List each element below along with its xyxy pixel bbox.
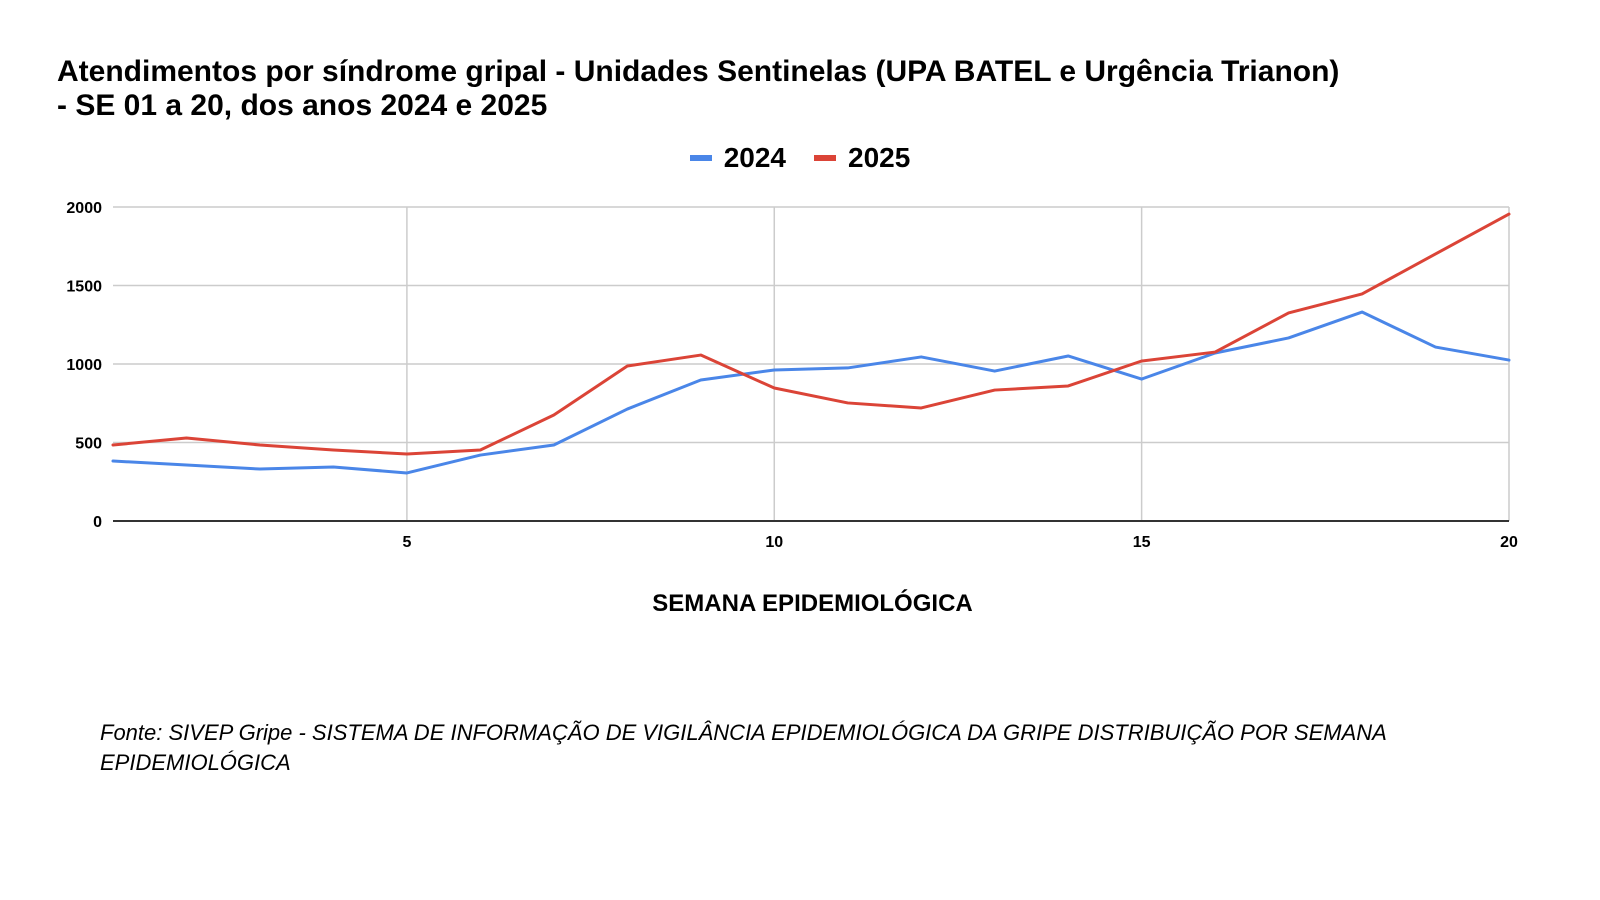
legend: 2024 2025 <box>0 142 1600 174</box>
chart-title-line-2: - SE 01 a 20, dos anos 2024 e 2025 <box>57 89 548 122</box>
series-line-2024 <box>111 310 1511 475</box>
legend-swatch-2024 <box>689 155 712 161</box>
series-lines <box>111 212 1511 475</box>
chart-title: Atendimentos por síndrome gripal - Unida… <box>57 55 1537 123</box>
x-tick-label-10: 10 <box>765 534 783 551</box>
x-tick-label-5: 5 <box>402 534 411 551</box>
grid <box>113 206 1510 521</box>
y-tick-label-500: 500 <box>75 436 102 453</box>
y-tick-label-2000: 2000 <box>66 200 102 217</box>
x-tick-label-20: 20 <box>1500 534 1518 551</box>
chart-title-line-1: Atendimentos por síndrome gripal - Unida… <box>57 55 1340 88</box>
x-tick-label-15: 15 <box>1133 534 1151 551</box>
y-tick-label-0: 0 <box>93 514 102 531</box>
legend-label-2025: 2025 <box>848 142 911 173</box>
y-tick-label-1000: 1000 <box>66 357 102 374</box>
legend-swatch-2025 <box>814 155 836 161</box>
y-tick-label-1500: 1500 <box>66 279 102 296</box>
tick-labels: 0 500 1000 1500 2000 5 10 15 20 <box>66 200 1518 551</box>
legend-item-2025[interactable]: 2025 <box>814 142 910 174</box>
x-axis-title: SEMANA EPIDEMIOLÓGICA <box>652 590 973 617</box>
legend-label-2024: 2024 <box>723 142 786 173</box>
legend-item-2024[interactable]: 2024 <box>689 142 786 174</box>
source-note: Fonte: SIVEP Gripe - SISTEMA DE INFORMAÇ… <box>100 720 1387 775</box>
series-line-2025 <box>111 212 1511 456</box>
